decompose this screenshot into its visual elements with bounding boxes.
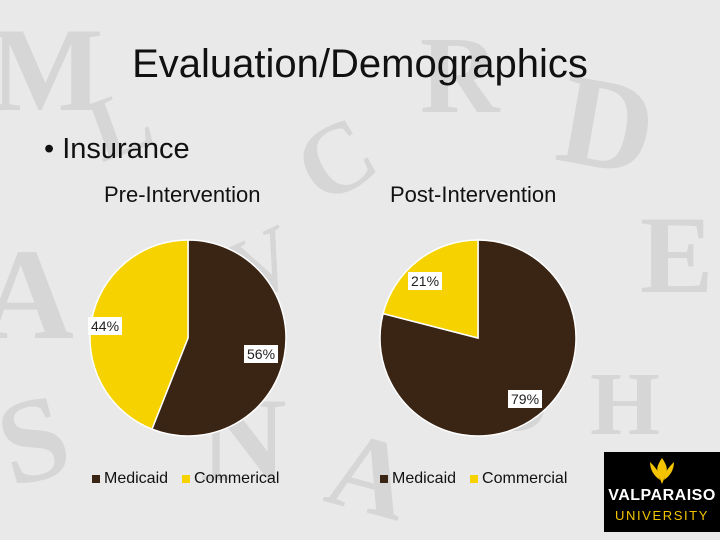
pre-intervention-legend: Medicaid Commerical: [92, 470, 293, 488]
commercial-swatch: [182, 475, 191, 483]
bullet-insurance: • Insurance: [44, 133, 190, 165]
legend-item-commercial: Commercial: [470, 470, 567, 488]
legend-label: Medicaid: [392, 470, 457, 487]
pre-intervention-chart-title: Pre-Intervention: [104, 182, 261, 207]
pre-medicaid-data-label: 56%: [244, 345, 279, 363]
post-medicaid-data-label: 79%: [508, 390, 543, 408]
commercial-swatch: [470, 475, 479, 483]
legend-item-medicaid: Medicaid: [380, 470, 456, 488]
post-intervention-pie: [379, 239, 577, 437]
valparaiso-university-logo: VALPARAISO UNIVERSITY: [604, 452, 720, 532]
logo-line2: UNIVERSITY: [614, 508, 709, 523]
slide-title: Evaluation/Demographics: [132, 42, 588, 86]
legend-label: Commerical: [194, 470, 280, 487]
legend-item-commercial: Commerical: [182, 470, 279, 488]
post-intervention-legend: Medicaid Commercial: [380, 470, 581, 488]
bullet-text: Insurance: [62, 133, 190, 165]
legend-item-medicaid: Medicaid: [92, 470, 168, 488]
legend-label: Commercial: [482, 470, 568, 487]
legend-label: Medicaid: [104, 470, 169, 487]
post-commercial-data-label: 21%: [408, 272, 443, 290]
logo-line1: VALPARAISO: [608, 487, 716, 504]
pre-intervention-pie: [89, 239, 287, 437]
pre-slice-medicaid: [150, 239, 287, 437]
medicaid-swatch: [92, 475, 100, 483]
torch-emblem-icon: [650, 458, 674, 484]
medicaid-swatch: [380, 475, 388, 483]
post-slice-medicaid: [379, 239, 577, 437]
post-intervention-chart-title: Post-Intervention: [390, 182, 557, 207]
pre-commercial-data-label: 44%: [88, 317, 123, 335]
